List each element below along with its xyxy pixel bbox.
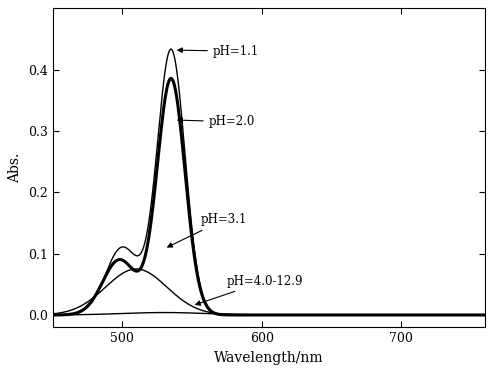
X-axis label: Wavelength/nm: Wavelength/nm — [214, 351, 323, 365]
Text: pH=2.0: pH=2.0 — [178, 115, 255, 128]
Text: pH=1.1: pH=1.1 — [178, 45, 259, 58]
Text: pH=3.1: pH=3.1 — [168, 213, 246, 247]
Y-axis label: Abs.: Abs. — [8, 153, 22, 183]
Text: pH=4.0-12.9: pH=4.0-12.9 — [196, 275, 303, 305]
